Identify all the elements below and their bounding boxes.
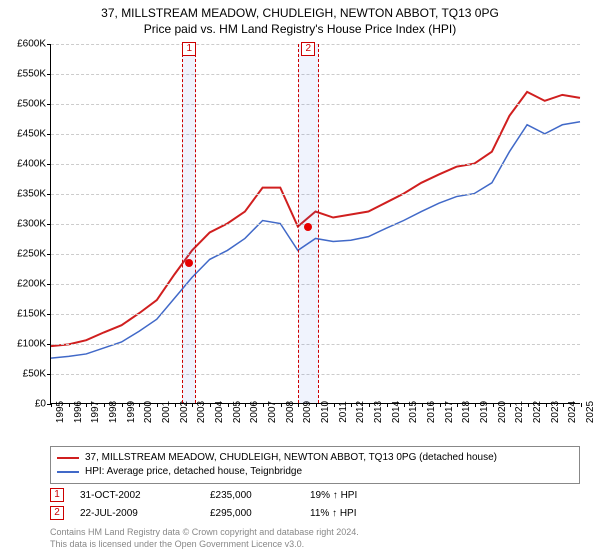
x-axis-label: 2024 xyxy=(567,401,578,423)
sale-date: 22-JUL-2009 xyxy=(80,508,210,519)
x-axis-label: 2008 xyxy=(285,401,296,423)
x-axis-label: 2016 xyxy=(426,401,437,423)
y-axis-label: £450K xyxy=(1,129,46,140)
y-axis-label: £500K xyxy=(1,99,46,110)
x-axis-label: 2013 xyxy=(373,401,384,423)
sale-row: 2 22-JUL-2009£295,00011% ↑ HPI xyxy=(50,504,580,522)
attribution-line1: Contains HM Land Registry data © Crown c… xyxy=(50,526,580,538)
legend-swatch xyxy=(57,457,79,459)
attribution-line2: This data is licensed under the Open Gov… xyxy=(50,538,580,550)
x-axis-label: 2001 xyxy=(161,401,172,423)
x-axis-label: 2004 xyxy=(214,401,225,423)
x-axis-label: 2011 xyxy=(338,401,349,423)
legend-item: 37, MILLSTREAM MEADOW, CHUDLEIGH, NEWTON… xyxy=(57,451,573,465)
plot-area: £0£50K£100K£150K£200K£250K£300K£350K£400… xyxy=(50,44,580,404)
x-axis-label: 2015 xyxy=(408,401,419,423)
x-axis-label: 1996 xyxy=(73,401,84,423)
sale-dot xyxy=(185,259,193,267)
x-axis-label: 2006 xyxy=(249,401,260,423)
legend: 37, MILLSTREAM MEADOW, CHUDLEIGH, NEWTON… xyxy=(50,446,580,484)
x-axis-label: 2003 xyxy=(196,401,207,423)
x-axis-label: 2002 xyxy=(179,401,190,423)
sale-marker-label: 2 xyxy=(301,42,315,56)
x-axis-label: 2000 xyxy=(143,401,154,423)
x-axis-label: 2012 xyxy=(355,401,366,423)
sale-price: £295,000 xyxy=(210,508,310,519)
sale-row-index: 2 xyxy=(50,506,64,520)
x-axis-label: 2010 xyxy=(320,401,331,423)
y-axis-label: £300K xyxy=(1,219,46,230)
y-axis-label: £0 xyxy=(1,399,46,410)
legend-item: HPI: Average price, detached house, Teig… xyxy=(57,465,573,479)
sale-hpi-delta: 11% ↑ HPI xyxy=(310,508,450,519)
x-axis-label: 1997 xyxy=(90,401,101,423)
sale-date: 31-OCT-2002 xyxy=(80,490,210,501)
x-axis-label: 2018 xyxy=(461,401,472,423)
legend-label: HPI: Average price, detached house, Teig… xyxy=(85,465,302,479)
x-axis-label: 2020 xyxy=(497,401,508,423)
y-axis-label: £400K xyxy=(1,159,46,170)
attribution: Contains HM Land Registry data © Crown c… xyxy=(50,526,580,550)
x-axis-label: 2023 xyxy=(550,401,561,423)
y-axis-label: £550K xyxy=(1,69,46,80)
x-axis-label: 2021 xyxy=(514,401,525,423)
sale-band xyxy=(182,44,196,403)
chart-container: 37, MILLSTREAM MEADOW, CHUDLEIGH, NEWTON… xyxy=(0,0,600,560)
sale-dot xyxy=(304,223,312,231)
legend-swatch xyxy=(57,471,79,473)
y-axis-label: £350K xyxy=(1,189,46,200)
sale-marker-label: 1 xyxy=(182,42,196,56)
title-block: 37, MILLSTREAM MEADOW, CHUDLEIGH, NEWTON… xyxy=(0,0,600,38)
x-axis-label: 1998 xyxy=(108,401,119,423)
title-sub: Price paid vs. HM Land Registry's House … xyxy=(10,22,590,36)
x-axis-label: 2025 xyxy=(585,401,596,423)
x-axis-label: 1995 xyxy=(55,401,66,423)
x-axis-label: 2014 xyxy=(391,401,402,423)
x-axis-label: 1999 xyxy=(126,401,137,423)
x-axis-label: 2007 xyxy=(267,401,278,423)
y-axis-label: £250K xyxy=(1,249,46,260)
sale-price: £235,000 xyxy=(210,490,310,501)
x-axis-label: 2009 xyxy=(302,401,313,423)
legend-label: 37, MILLSTREAM MEADOW, CHUDLEIGH, NEWTON… xyxy=(85,451,497,465)
x-axis-label: 2022 xyxy=(532,401,543,423)
sale-row-index: 1 xyxy=(50,488,64,502)
y-axis-label: £200K xyxy=(1,279,46,290)
x-axis-label: 2019 xyxy=(479,401,490,423)
y-axis-label: £150K xyxy=(1,309,46,320)
y-axis-label: £600K xyxy=(1,39,46,50)
x-axis-label: 2017 xyxy=(444,401,455,423)
y-axis-label: £50K xyxy=(1,369,46,380)
x-axis-label: 2005 xyxy=(232,401,243,423)
title-main: 37, MILLSTREAM MEADOW, CHUDLEIGH, NEWTON… xyxy=(10,6,590,20)
legend-box: 37, MILLSTREAM MEADOW, CHUDLEIGH, NEWTON… xyxy=(50,446,580,484)
sale-hpi-delta: 19% ↑ HPI xyxy=(310,490,450,501)
sales-table: 1 31-OCT-2002£235,00019% ↑ HPI 2 22-JUL-200… xyxy=(50,486,580,522)
y-axis-label: £100K xyxy=(1,339,46,350)
sale-row: 1 31-OCT-2002£235,00019% ↑ HPI xyxy=(50,486,580,504)
